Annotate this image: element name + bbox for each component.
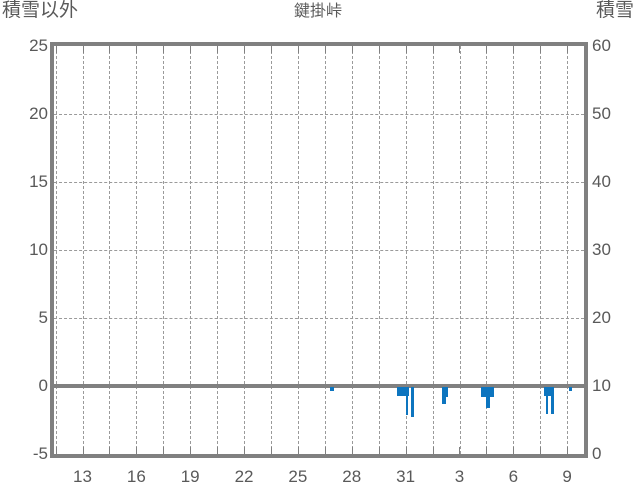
bar	[405, 387, 409, 415]
x-tick-mark-top	[567, 46, 569, 53]
x-tick-label: 25	[288, 467, 308, 486]
x-tick-mark	[297, 447, 299, 454]
x-tick-mark-top	[513, 46, 515, 53]
y-tick-label-left: 20	[29, 104, 48, 123]
x-tick-label: 6	[508, 467, 519, 486]
bar	[411, 387, 414, 417]
y-tick-label-left: 5	[38, 308, 48, 327]
x-tick-label: 19	[180, 467, 200, 486]
bar	[545, 387, 549, 414]
bar	[396, 387, 410, 397]
x-tick-mark-top	[405, 46, 407, 53]
y-tick-label-left: 10	[29, 240, 48, 259]
y-tick-label-right: 20	[592, 308, 611, 327]
x-tick-mark	[217, 447, 219, 454]
x-tick-mark-top	[378, 46, 380, 53]
x-tick-mark	[109, 447, 111, 454]
x-tick-mark	[324, 447, 326, 454]
x-tick-mark	[378, 447, 380, 454]
x-tick-mark-top	[190, 46, 192, 53]
x-tick-mark-top	[459, 46, 461, 53]
x-tick-mark-top	[540, 46, 542, 53]
bar	[441, 387, 446, 404]
x-tick-mark	[136, 447, 138, 454]
x-tick-mark	[513, 447, 515, 454]
x-tick-mark-top	[244, 46, 246, 53]
y-tick-label-left: 15	[29, 172, 48, 191]
bar	[445, 387, 448, 397]
grid-line-horizontal	[54, 114, 584, 115]
x-tick-mark	[270, 447, 272, 454]
y-tick-label-right: 60	[592, 36, 611, 55]
x-tick-mark	[405, 447, 407, 454]
x-tick-label: 16	[126, 467, 146, 486]
zero-line	[54, 384, 584, 388]
x-tick-mark-top	[109, 46, 111, 53]
bar	[568, 387, 572, 392]
grid-line-horizontal	[54, 250, 584, 251]
plot-area	[50, 42, 588, 458]
bar	[551, 387, 554, 414]
left-axis-title: 積雪以外	[2, 0, 79, 21]
x-tick-mark	[244, 447, 246, 454]
x-tick-mark-top	[297, 46, 299, 53]
y-tick-label-right: 40	[592, 172, 611, 191]
x-tick-mark	[540, 447, 542, 454]
x-tick-label: 3	[454, 467, 465, 486]
x-tick-mark-top	[270, 46, 272, 53]
x-tick-mark	[432, 447, 434, 454]
bar	[330, 387, 334, 392]
x-tick-mark-top	[432, 46, 434, 53]
y-tick-label-right: 10	[592, 376, 611, 395]
x-tick-label: 13	[73, 467, 92, 486]
x-tick-label: 31	[396, 467, 416, 486]
right-axis-title: 積雪	[595, 0, 634, 21]
x-tick-mark	[82, 447, 84, 454]
grid-line-horizontal	[54, 318, 584, 319]
x-tick-mark-top	[486, 46, 488, 53]
x-tick-mark	[190, 447, 192, 454]
x-tick-label: 9	[562, 467, 572, 486]
x-tick-label: 28	[342, 467, 362, 486]
x-tick-mark-top	[82, 46, 84, 53]
x-tick-mark	[55, 447, 57, 454]
y-tick-label-right: 50	[592, 104, 611, 123]
chart-title: 鍵掛峠	[293, 3, 342, 20]
grid-line-horizontal	[54, 182, 584, 183]
x-tick-mark	[163, 447, 165, 454]
bar	[486, 387, 490, 409]
x-tick-mark-top	[136, 46, 138, 53]
bar	[543, 387, 553, 396]
y-tick-label-right: 30	[592, 240, 611, 259]
plot-inner	[54, 46, 584, 454]
y-tick-label-left: -5	[32, 444, 48, 463]
x-tick-mark	[459, 447, 461, 454]
x-tick-mark-top	[324, 46, 326, 53]
x-tick-mark	[567, 447, 569, 454]
y-tick-label-left: 25	[29, 36, 48, 55]
y-tick-label-left: 0	[38, 376, 48, 395]
x-tick-mark	[351, 447, 353, 454]
x-tick-mark-top	[55, 46, 57, 53]
x-tick-mark-top	[217, 46, 219, 53]
x-tick-mark-top	[163, 46, 165, 53]
x-tick-mark	[486, 447, 488, 454]
x-tick-label: 22	[234, 467, 254, 486]
y-tick-label-right: 0	[592, 444, 602, 463]
x-tick-mark-top	[351, 46, 353, 53]
